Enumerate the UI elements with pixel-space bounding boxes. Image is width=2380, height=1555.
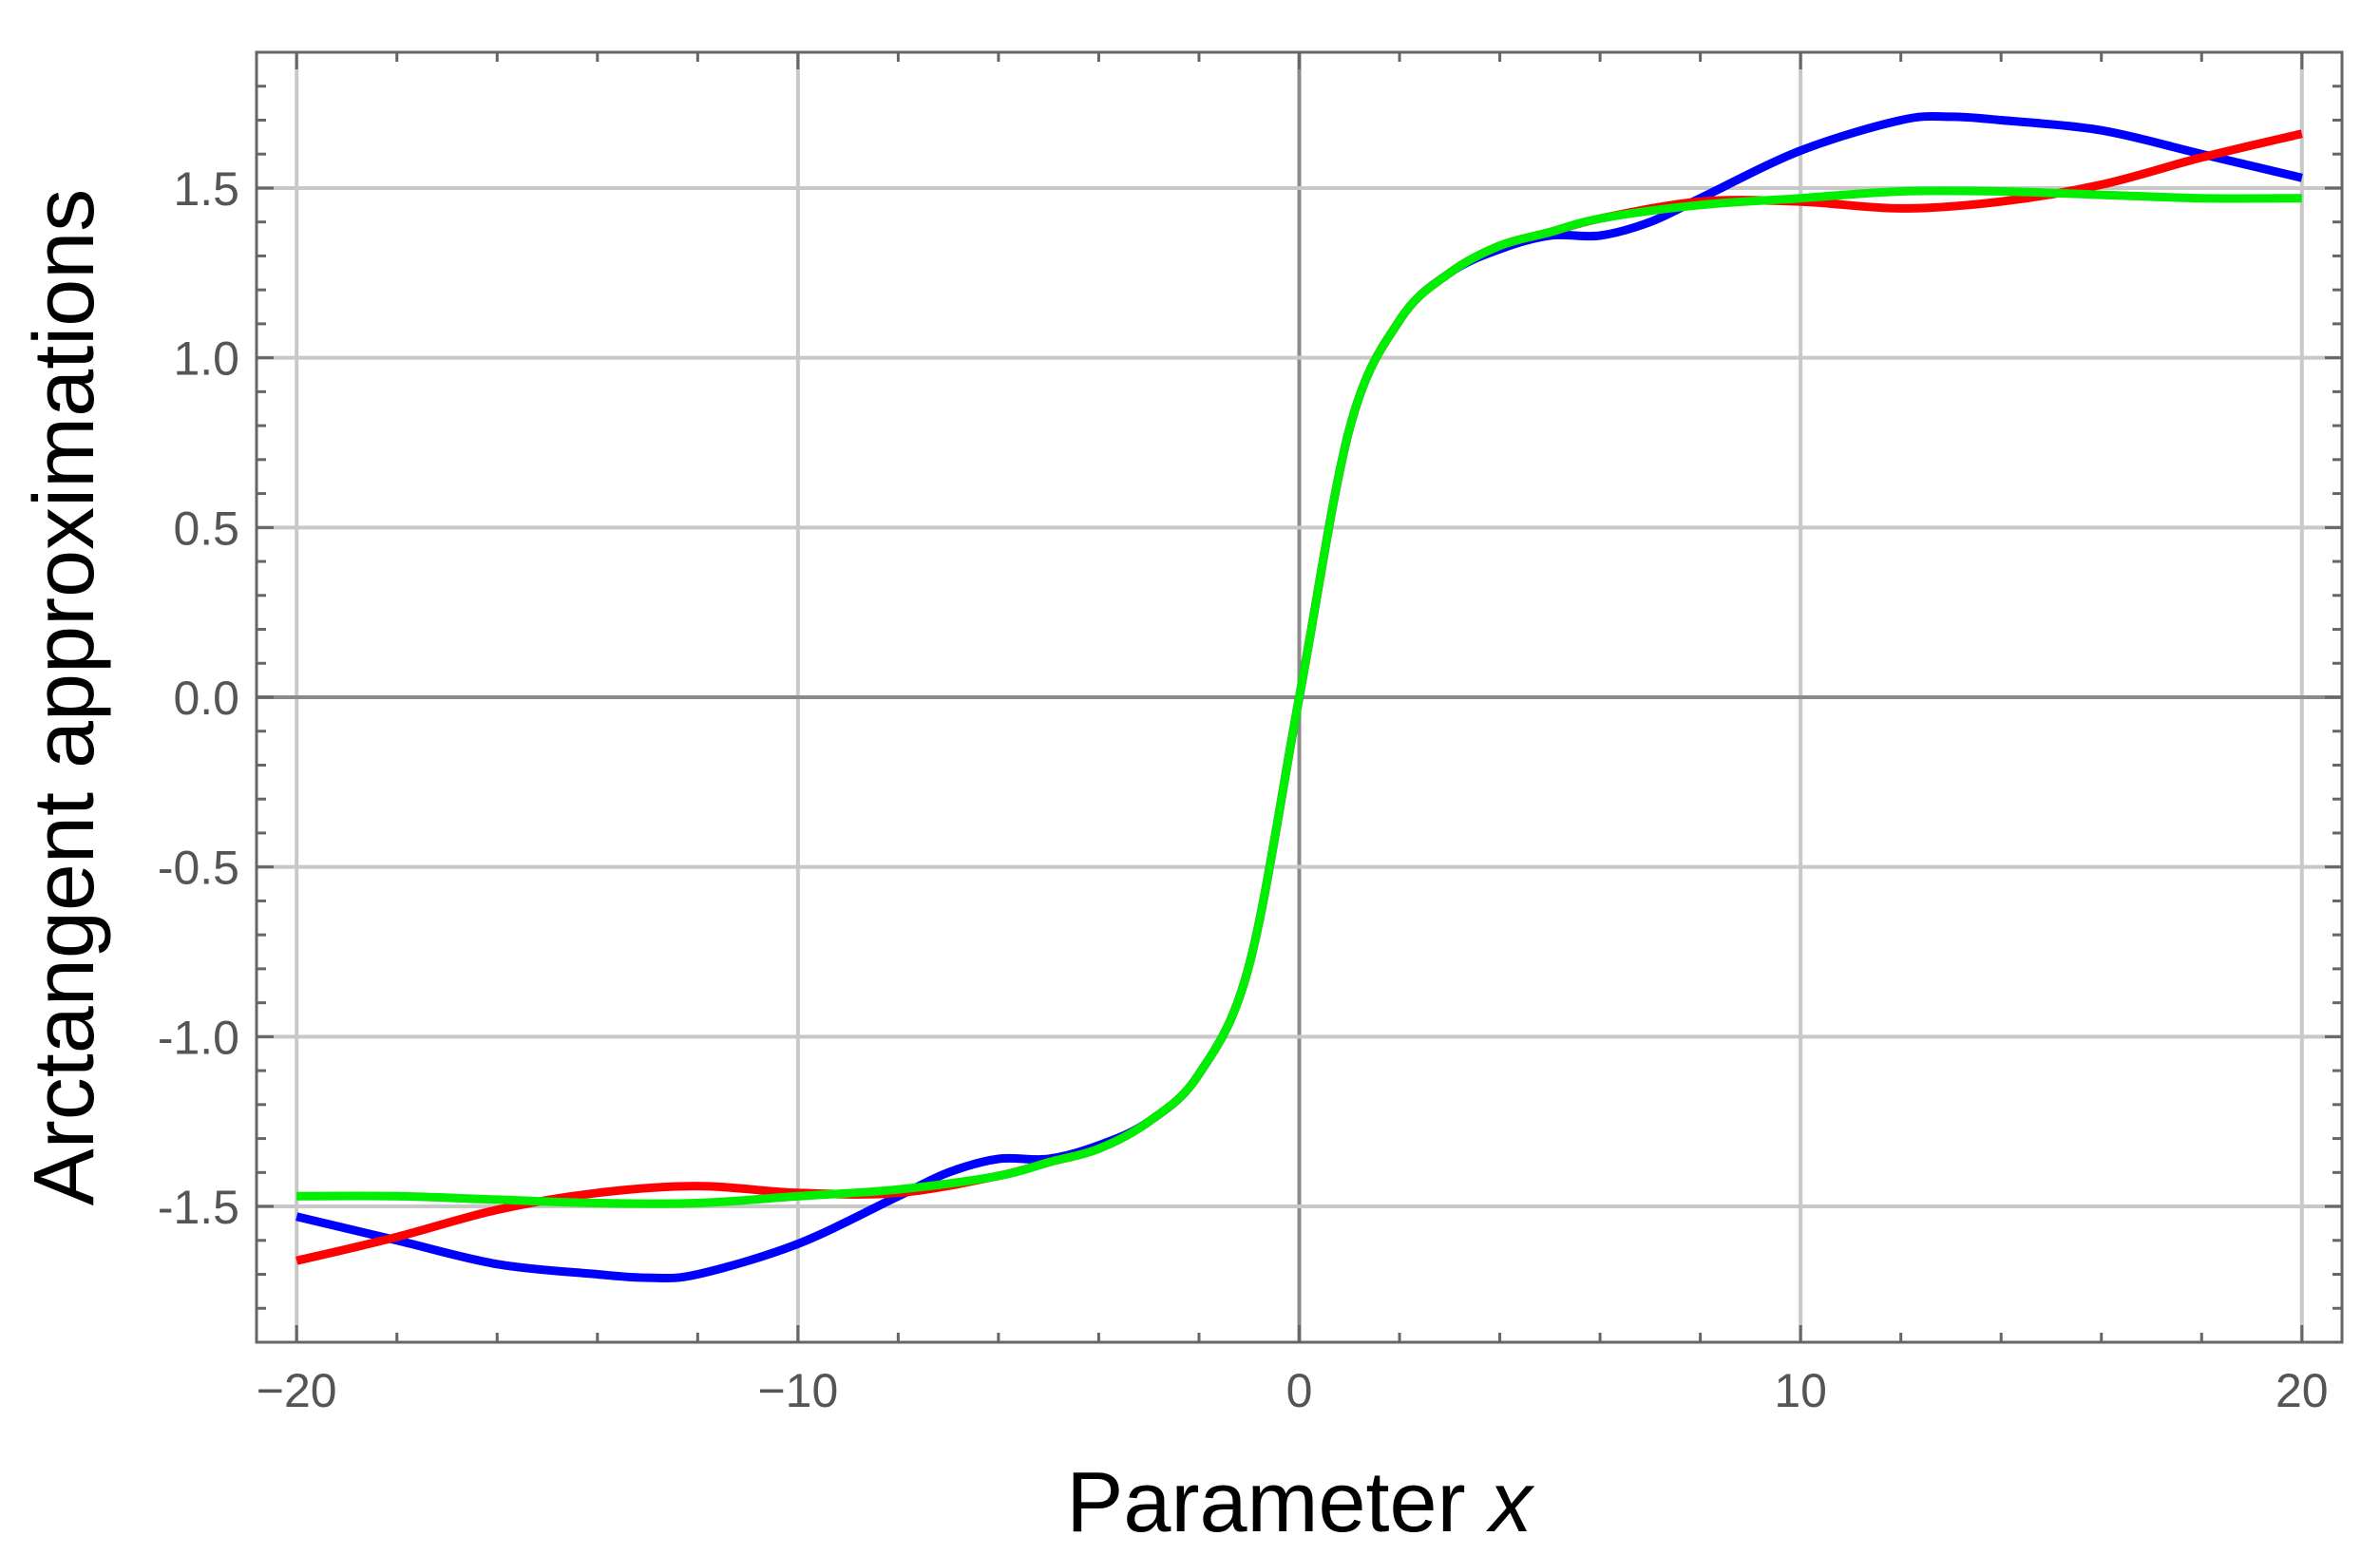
y-tick-label: -1.5 [158,1181,239,1234]
series-layer [295,111,2303,1283]
y-tick-label: -1.0 [158,1011,239,1064]
series-line-2 [296,186,2302,1208]
ticks [257,52,2342,1342]
x-axis-title-var: x [1486,1455,1535,1550]
y-tick-label: 1.5 [173,162,239,216]
x-tick-label: 0 [1286,1364,1313,1417]
y-tick-label: 0.5 [173,502,239,555]
y-tick-label: -0.5 [158,842,239,895]
y-axis-title: Arctangent approximations [17,189,112,1206]
y-tick-label: 0.0 [173,672,239,725]
x-tick-label: −20 [257,1364,337,1417]
x-tick-label: −10 [757,1364,838,1417]
x-tick-label: 10 [1774,1364,1827,1417]
x-tick-label: 20 [2275,1364,2329,1417]
tick-labels: −20 −10 0 10 20 -1.5 -1.0 -0.5 0.0 0.5 1.0 1.5 [158,162,2329,1417]
x-axis-title: Parameter x [1066,1455,1534,1550]
x-axis-title-main: Parameter [1066,1455,1489,1550]
y-tick-label: 1.0 [173,332,239,386]
